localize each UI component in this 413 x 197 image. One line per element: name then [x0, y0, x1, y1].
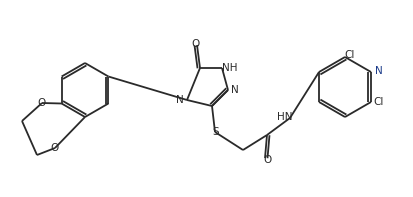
Text: Cl: Cl: [344, 50, 354, 60]
Text: O: O: [51, 143, 59, 153]
Text: O: O: [191, 39, 199, 49]
Text: O: O: [263, 155, 271, 165]
Text: NH: NH: [222, 63, 237, 73]
Text: N: N: [230, 85, 238, 95]
Text: Cl: Cl: [373, 97, 383, 107]
Text: S: S: [212, 127, 219, 137]
Text: HN: HN: [277, 112, 292, 122]
Text: N: N: [176, 95, 183, 105]
Text: N: N: [374, 66, 382, 76]
Text: O: O: [38, 98, 46, 108]
